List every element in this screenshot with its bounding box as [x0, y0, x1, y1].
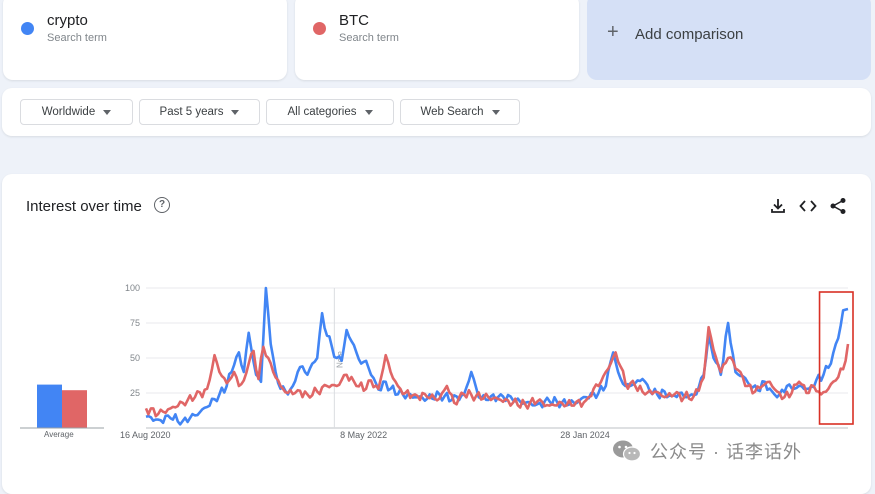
filter-label: Web Search [420, 106, 484, 118]
filter-label: Past 5 years [159, 106, 224, 118]
filter-category[interactable]: All categories [266, 99, 394, 125]
watermark-text: 公众号 · 话李话外 [650, 442, 802, 462]
add-comparison-label: Add comparison [635, 26, 744, 43]
share-icon[interactable] [828, 196, 848, 216]
term-sublabel: Search term [47, 32, 107, 44]
series-line-btc [144, 325, 850, 418]
average-bar-crypto [37, 384, 62, 428]
average-bar-btc [62, 390, 87, 428]
wechat-icon [613, 440, 642, 462]
help-icon[interactable]: ? [154, 197, 170, 213]
y-tick-label: 75 [130, 318, 140, 328]
filter-label: Worldwide [41, 106, 96, 118]
y-tick-label: 100 [125, 283, 140, 293]
series-color-dot [21, 22, 34, 35]
plus-icon: + [607, 21, 619, 43]
average-label: Average [44, 430, 74, 439]
chart-section-title: Interest over time [26, 198, 142, 215]
dropdown-arrow-icon [103, 109, 112, 115]
y-tick-label: 50 [130, 353, 140, 363]
filter-label: All categories [287, 106, 357, 118]
y-tick-label: 25 [130, 388, 140, 398]
x-tick-label: 28 Jan 2024 [560, 430, 610, 440]
highlight-box [818, 291, 854, 425]
add-comparison-button[interactable]: + Add comparison [587, 0, 871, 80]
watermark: 公众号 · 话李话外 [612, 438, 802, 464]
dropdown-arrow-icon [491, 109, 500, 115]
filter-region[interactable]: Worldwide [20, 99, 133, 125]
term-name: BTC [339, 12, 369, 29]
x-tick-label: 8 May 2022 [340, 430, 387, 440]
dropdown-arrow-icon [364, 109, 373, 115]
term-card-btc[interactable]: BTC Search term [295, 0, 579, 80]
dropdown-arrow-icon [231, 109, 240, 115]
term-card-crypto[interactable]: crypto Search term [3, 0, 287, 80]
term-name: crypto [47, 12, 88, 29]
term-sublabel: Search term [339, 32, 399, 44]
filter-search-type[interactable]: Web Search [400, 99, 520, 125]
filter-bar: Worldwide Past 5 years All categories We… [2, 88, 871, 136]
embed-icon[interactable] [798, 196, 818, 216]
series-color-dot [313, 22, 326, 35]
filter-time-range[interactable]: Past 5 years [139, 99, 260, 125]
download-icon[interactable] [768, 196, 788, 216]
x-tick-label: 16 Aug 2020 [120, 430, 171, 440]
